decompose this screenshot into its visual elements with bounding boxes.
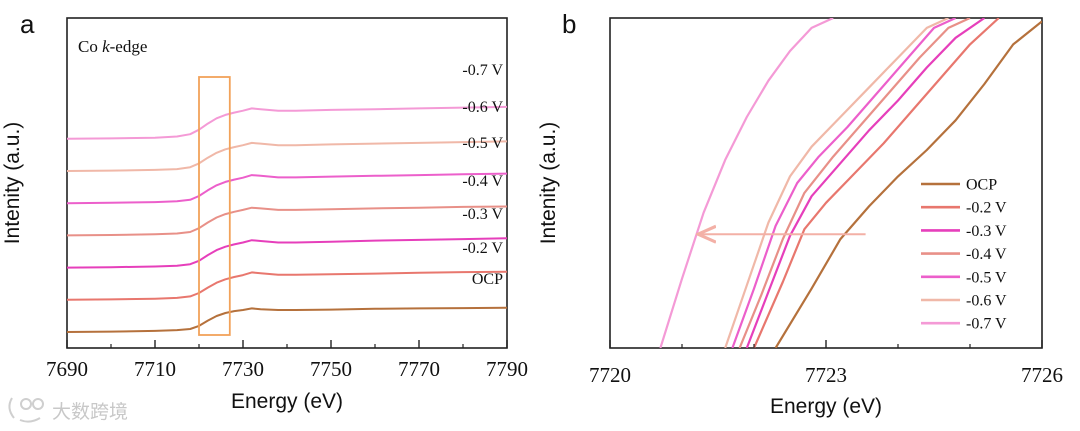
panel-b-series-group [659, 18, 1042, 348]
legend-label-0-5-v: -0.5 V [966, 269, 1007, 286]
legend-label-ocp: OCP [966, 177, 997, 194]
panel-b-series-0-7-v [659, 18, 834, 348]
panel-a-label-0-4-v: -0.4 V [462, 173, 503, 190]
legend-label-0-6-v: -0.6 V [966, 293, 1007, 310]
panel-b-tick-label: 7720 [589, 363, 631, 387]
panel-b-x-axis-title: Energy (eV) [770, 395, 882, 418]
panel-b-tick-label: 7723 [805, 363, 847, 387]
panel-a-label-0-2-v: -0.2 V [462, 240, 503, 257]
panel-b-series-ocp [774, 20, 1042, 348]
panel-a-tick-label: 7770 [398, 357, 440, 381]
legend-label-0-3-v: -0.3 V [966, 223, 1007, 240]
panel-b-series-0-2-v [752, 18, 1000, 348]
panel-a-letter: a [20, 9, 35, 39]
panel-b-x-ticks: 7720 7723 7726 [589, 340, 1063, 387]
panel-a-x-ticks: 7690 7710 7730 7750 7770 7790 [46, 340, 528, 381]
panel-b-legend: OCP -0.2 V -0.3 V -0.4 V -0.5 V -0.6 V -0.7 V [921, 177, 1007, 333]
watermark-text: 大数跨境 [52, 401, 128, 423]
legend-label-0-2-v: -0.2 V [966, 200, 1007, 217]
panel-a-tick-label: 7790 [486, 357, 528, 381]
panel-a: a Co k-edge -0.7 V -0.6 V -0.5 V -0.4 V -0.3… [1, 9, 528, 413]
panel-a-highlight-box [198, 76, 231, 336]
panel-a-series-0-4-v [66, 205, 508, 237]
panel-a-tick-label: 7750 [310, 357, 352, 381]
watermark-logo-icon [8, 397, 44, 423]
panel-a-y-axis-title: Intenity (a.u.) [1, 122, 24, 245]
panel-a-series-0-7-v [66, 105, 508, 140]
panel-a-label-0-7-v: -0.7 V [462, 62, 503, 79]
legend-label-0-4-v: -0.4 V [966, 246, 1007, 263]
panel-b: b OCP -0.2 V -0.3 V -0.4 V -0.5 V -0.6 V -0.7 … [537, 9, 1063, 418]
watermark: 大数跨境 [8, 397, 128, 423]
panel-a-series-ocp [66, 306, 508, 333]
panel-a-tick-label: 7730 [222, 357, 264, 381]
panel-a-label-0-5-v: -0.5 V [462, 135, 503, 152]
panel-a-series-0-2-v [66, 270, 508, 301]
panel-a-label-0-6-v: -0.6 V [462, 99, 503, 116]
panel-b-series-0-6-v [724, 18, 949, 348]
panel-b-y-axis-title: Intenity (a.u.) [537, 122, 560, 245]
panel-a-tick-label: 7690 [46, 357, 88, 381]
panel-a-series-labels: -0.7 V -0.6 V -0.5 V -0.4 V -0.3 V -0.2 V OCP [462, 62, 503, 288]
panel-a-tick-label: 7710 [134, 357, 176, 381]
panel-a-series-0-5-v [66, 172, 508, 205]
panel-a-label-0-3-v: -0.3 V [462, 206, 503, 223]
panel-a-annotation: Co k-edge [78, 37, 147, 56]
panel-b-series-0-3-v [745, 18, 986, 348]
panel-b-letter: b [562, 9, 576, 39]
panel-a-series-group [66, 105, 508, 333]
panel-a-x-axis-title: Energy (eV) [231, 390, 343, 413]
panel-b-series-0-4-v [738, 18, 971, 348]
panel-a-label-ocp: OCP [472, 271, 503, 288]
legend-label-0-7-v: -0.7 V [966, 316, 1007, 333]
panel-b-series-0-5-v [731, 18, 957, 348]
panel-b-tick-label: 7726 [1021, 363, 1063, 387]
panel-a-series-0-6-v [66, 140, 508, 172]
panel-a-series-0-3-v [66, 237, 508, 269]
